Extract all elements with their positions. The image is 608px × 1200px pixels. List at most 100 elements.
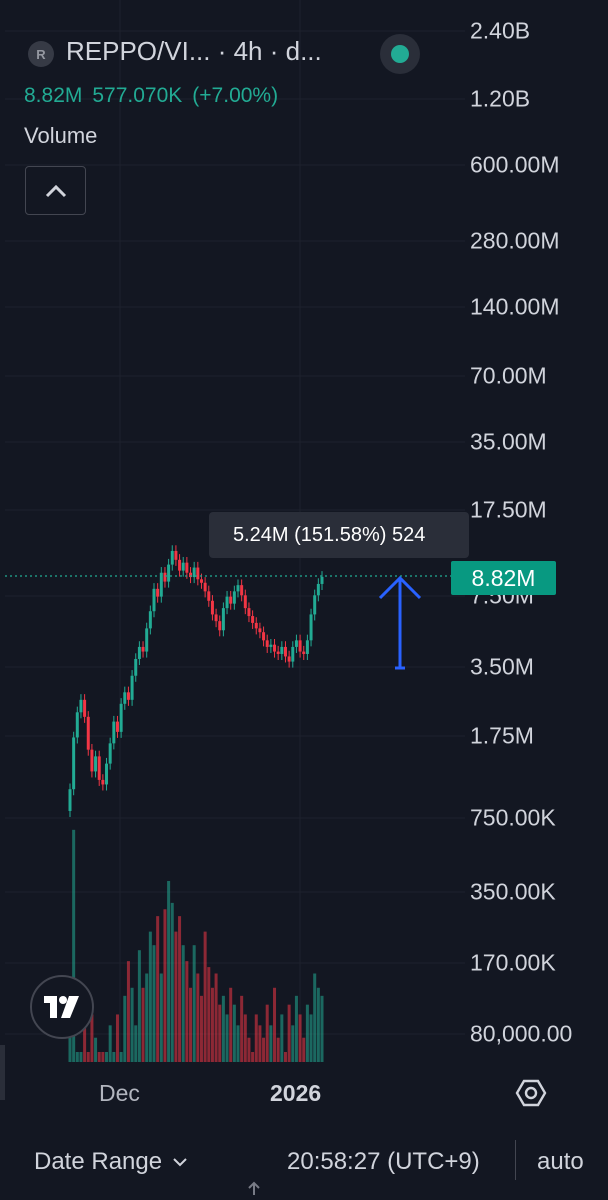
volume-bar xyxy=(145,973,149,1062)
auto-scale-button[interactable]: auto xyxy=(537,1148,584,1175)
candle-body xyxy=(247,608,251,617)
volume-bars xyxy=(68,829,324,1062)
candle-body xyxy=(152,588,156,612)
candle-body xyxy=(105,763,109,785)
volume-bar xyxy=(97,1052,101,1062)
candle-body xyxy=(240,585,244,596)
volume-bar xyxy=(247,1037,251,1062)
volume-bar xyxy=(72,829,76,1062)
volume-bar xyxy=(273,987,277,1062)
volume-bar xyxy=(214,973,218,1062)
candle-body xyxy=(294,640,298,647)
last-price-tag: 8.82M xyxy=(451,561,556,595)
candle-body xyxy=(83,699,87,717)
candle-body xyxy=(291,646,295,662)
volume-bar xyxy=(265,1004,269,1062)
price-axis-tick: 170.00K xyxy=(470,949,556,976)
volume-bar xyxy=(112,1052,116,1062)
bottom-toolbar xyxy=(0,1122,608,1200)
volume-bar xyxy=(174,931,178,1062)
indicator-label[interactable]: Volume xyxy=(24,123,98,148)
volume-bar xyxy=(298,1014,302,1062)
volume-bar xyxy=(316,987,320,1062)
volume-bar xyxy=(320,995,324,1062)
candle-body xyxy=(174,550,178,560)
collapse-legend-button[interactable] xyxy=(25,166,86,215)
volume-bar xyxy=(192,945,196,1062)
candle-body xyxy=(273,644,277,652)
volume-bar xyxy=(126,961,130,1062)
candle-body xyxy=(316,583,320,596)
price-axis-tick: 1.75M xyxy=(470,722,534,749)
volume-bar xyxy=(75,1052,79,1062)
candle-body xyxy=(305,640,309,654)
chevron-up-icon xyxy=(45,184,66,197)
arrow-up-icon[interactable] xyxy=(246,1180,262,1196)
volume-bar xyxy=(291,1025,295,1062)
candle-body xyxy=(258,628,262,633)
volume-bar xyxy=(313,973,317,1062)
left-edge-handle[interactable] xyxy=(0,1045,5,1100)
price-axis-tick: 350.00K xyxy=(470,878,556,905)
candle-body xyxy=(280,646,284,654)
price-axis-tick: 35.00M xyxy=(470,428,547,455)
price-axis-tick: 2.40B xyxy=(470,17,531,44)
volume-bar xyxy=(83,1025,87,1062)
volume-bar xyxy=(90,1014,94,1062)
volume-bar xyxy=(108,1025,112,1062)
volume-bar xyxy=(225,1014,229,1062)
volume-bar xyxy=(167,880,171,1062)
tradingview-logo-icon[interactable] xyxy=(30,975,94,1039)
candle-body xyxy=(218,621,222,631)
volume-bar xyxy=(269,1025,273,1062)
volume-bar xyxy=(232,1004,236,1062)
candle-body xyxy=(101,779,105,785)
candle-body xyxy=(262,632,266,641)
volume-bar xyxy=(94,1037,98,1062)
timezone-clock[interactable]: 20:58:27 (UTC+9) xyxy=(287,1148,480,1175)
volume-bar xyxy=(181,945,185,1062)
candle-body xyxy=(75,712,79,738)
volume-bar xyxy=(134,1025,138,1062)
volume-bar xyxy=(148,931,152,1062)
volume-bar xyxy=(156,916,160,1062)
candle-body xyxy=(302,651,306,654)
date-range-button[interactable]: Date Range xyxy=(34,1148,188,1176)
candle-body xyxy=(214,614,218,622)
volume-bar xyxy=(203,931,207,1062)
candle-body xyxy=(145,628,149,652)
volume-bar xyxy=(86,1052,90,1062)
candle-body xyxy=(181,562,185,571)
market-status-button[interactable] xyxy=(380,34,420,74)
candle-body xyxy=(68,789,72,811)
candle-body xyxy=(229,596,233,604)
candle-body xyxy=(225,596,229,609)
symbol-logo: R xyxy=(28,41,54,67)
volume-bar xyxy=(189,987,193,1062)
volume-bar xyxy=(105,1052,109,1062)
volume-bar xyxy=(240,995,244,1062)
price-axis-tick: 80,000.00 xyxy=(470,1020,573,1047)
settings-hexagon-icon[interactable] xyxy=(515,1077,547,1109)
volume-bar xyxy=(101,1052,105,1062)
candle-body xyxy=(159,572,163,597)
candle-body xyxy=(276,651,280,654)
symbol-title[interactable]: REPPO/VI... · 4h · d... xyxy=(66,36,322,66)
price-chart[interactable] xyxy=(0,0,608,1122)
time-axis-tick: 2026 xyxy=(270,1080,322,1106)
volume-bar xyxy=(119,1052,123,1062)
candle-body xyxy=(207,591,211,601)
volume-bar xyxy=(210,987,214,1062)
volume-bar xyxy=(302,1037,306,1062)
volume-bar xyxy=(137,950,141,1062)
candle-body xyxy=(232,591,236,604)
toolbar-divider xyxy=(515,1140,516,1180)
volume-bar xyxy=(159,973,163,1062)
candle-body xyxy=(199,579,203,583)
volume-change-pct: (+7.00%) xyxy=(192,84,279,107)
price-axis-tick: 280.00M xyxy=(470,227,560,254)
candle-body xyxy=(189,572,193,578)
candle-body xyxy=(86,716,90,750)
market-open-dot-icon xyxy=(391,45,409,63)
candle-body xyxy=(269,644,273,647)
